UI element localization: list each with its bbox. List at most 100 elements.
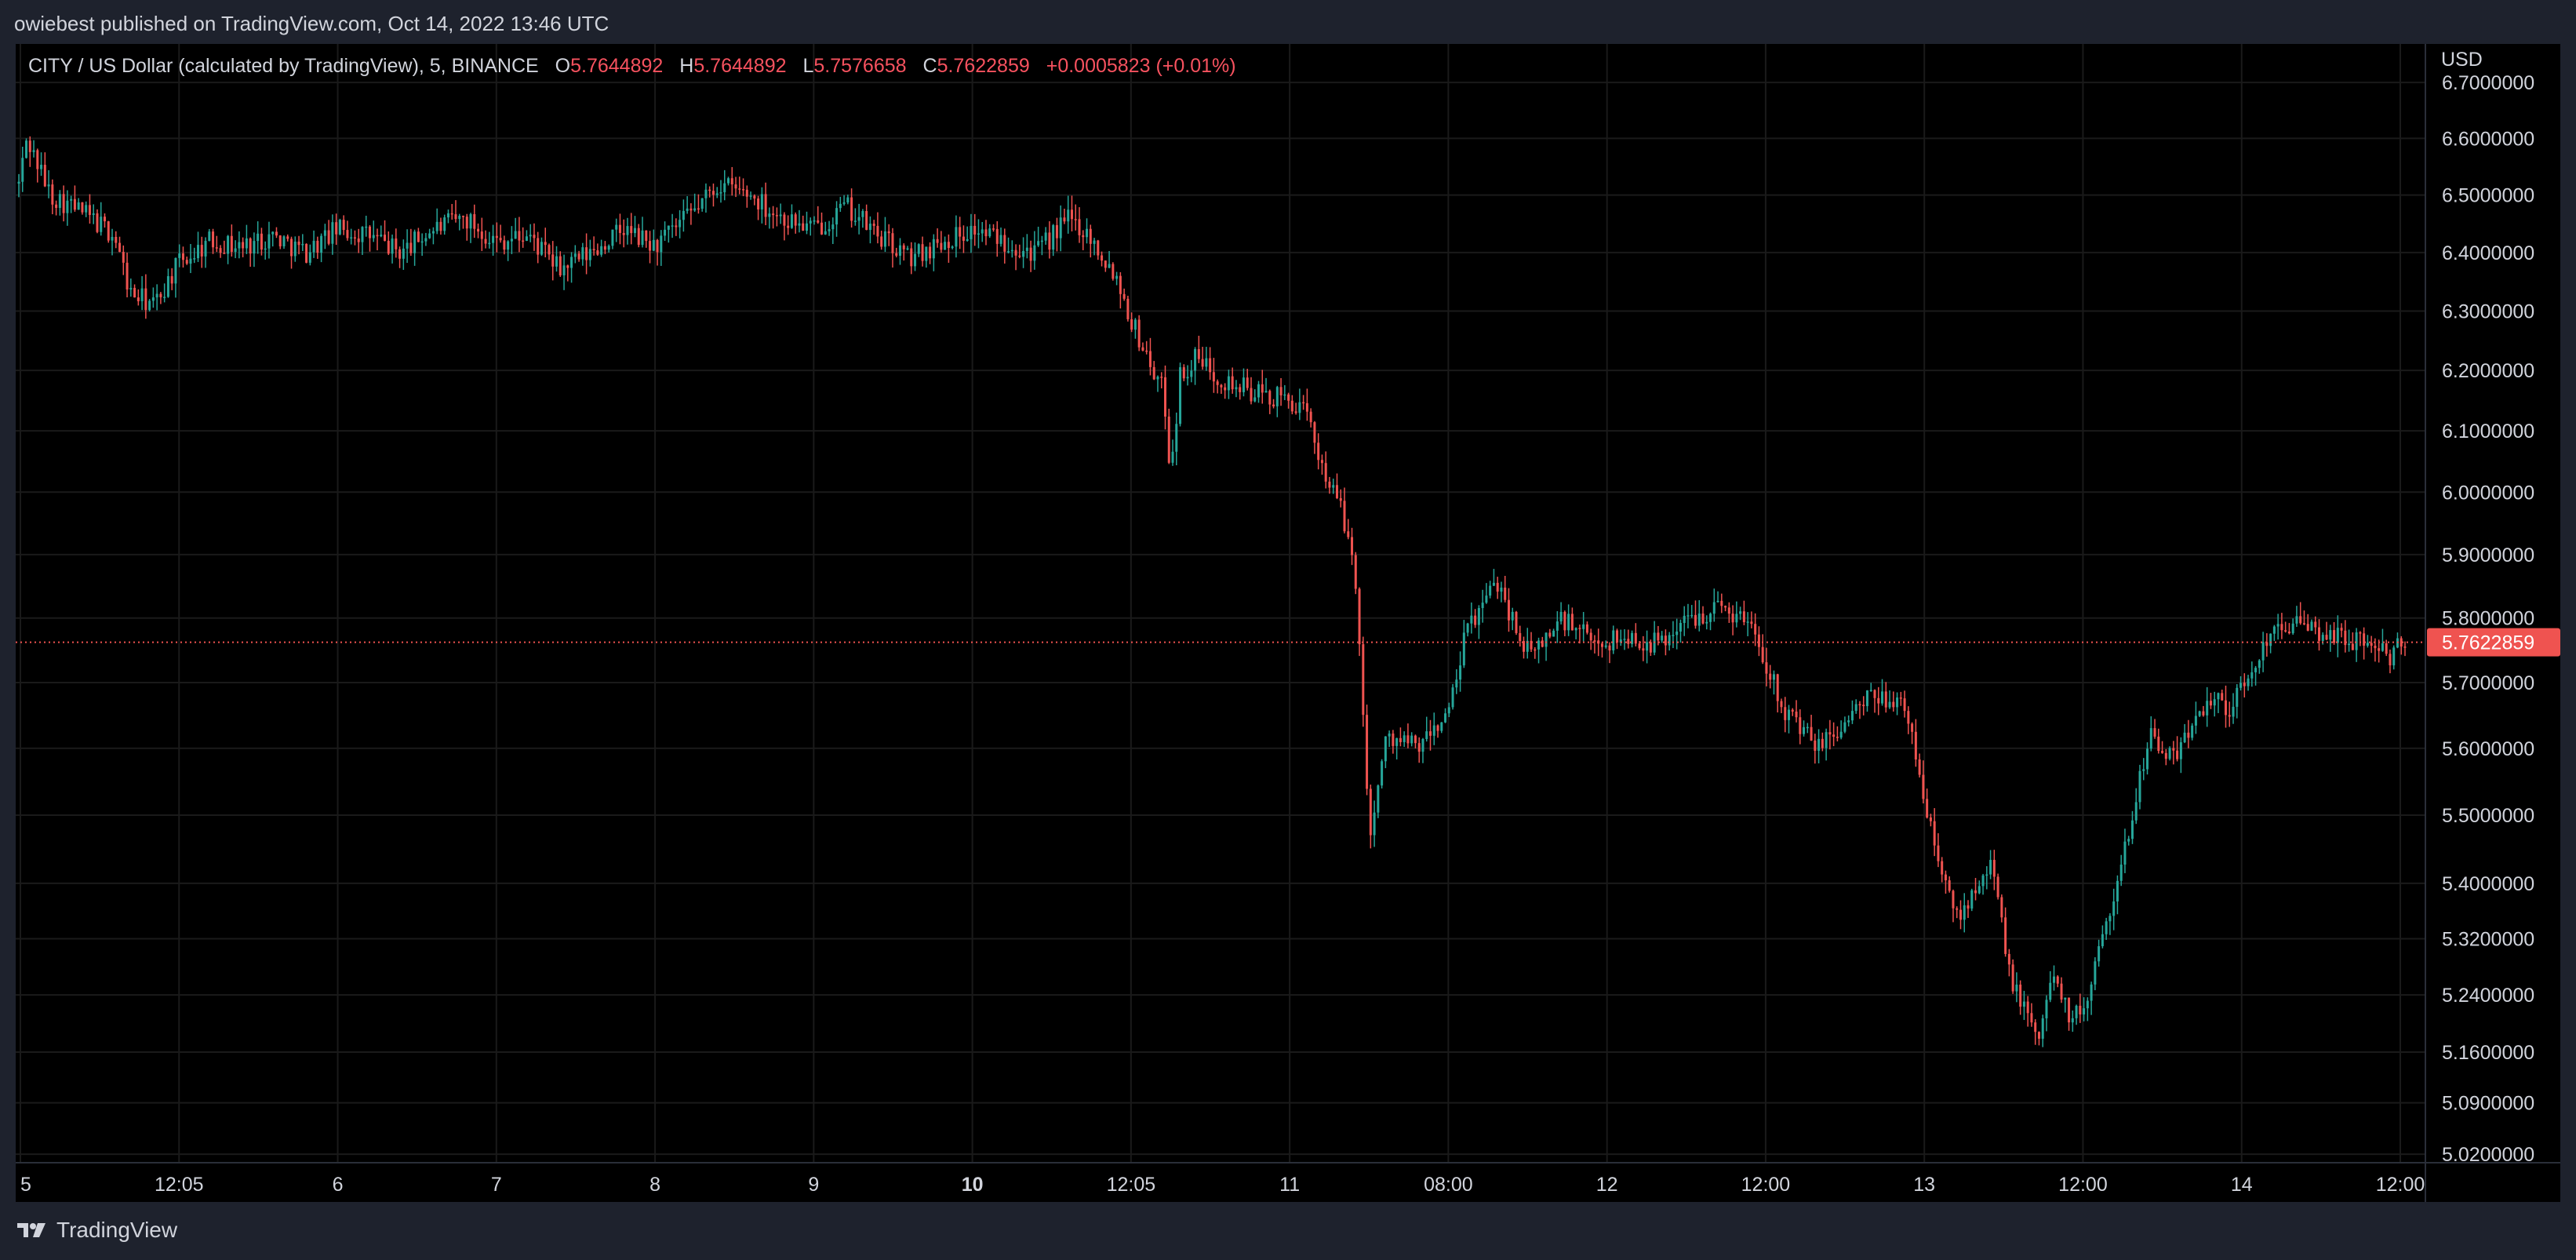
candle-body [1317, 442, 1320, 461]
candle-body [1089, 228, 1092, 244]
candle-body [2086, 1000, 2089, 1009]
candle-body [1115, 275, 1119, 279]
candle-body [2108, 916, 2112, 922]
candle-body [1720, 600, 1723, 606]
candle-body [1007, 251, 1010, 253]
candle-body [1272, 404, 1275, 406]
candle-body [1194, 349, 1197, 371]
candle-body [1694, 614, 1697, 626]
candle-body [992, 228, 995, 230]
candle-body [697, 208, 700, 210]
candle-body [66, 200, 69, 213]
candle-body [2053, 976, 2056, 983]
candle-body [1406, 735, 1410, 744]
price-tick-label: 6.2000000 [2442, 360, 2534, 382]
candle-body [622, 232, 625, 235]
candle-body [988, 228, 991, 237]
price-axis: 6.7000000 6.6000000 6.5000000 6.4000000 6.30… [2442, 72, 2534, 1166]
candle-body [581, 247, 584, 260]
candle-body [2179, 742, 2182, 759]
candle-body [503, 240, 506, 250]
brand[interactable]: TradingView [16, 1218, 177, 1243]
candle-body [435, 221, 438, 231]
candle-body [1742, 611, 1745, 623]
candle-body [2370, 643, 2373, 646]
candle-body [499, 238, 502, 241]
candle-body [2363, 633, 2366, 646]
candle-body [872, 224, 875, 226]
candle-body [338, 220, 341, 235]
candle-body [1447, 707, 1450, 714]
candle-body [667, 225, 670, 230]
candle-body [1305, 402, 1308, 412]
candle-body [2094, 961, 2097, 985]
candle-body [1507, 599, 1510, 621]
candle-body [1010, 249, 1013, 252]
candle-body [129, 287, 133, 290]
candle-body [671, 225, 674, 227]
candle-body [477, 228, 480, 232]
candle-body [297, 241, 300, 246]
candle-body [1918, 759, 1921, 775]
candle-body [1803, 727, 1806, 734]
price-tick-label: 5.1600000 [2442, 1042, 2534, 1064]
candle-body [2112, 901, 2116, 916]
candle-body [1122, 293, 1126, 299]
candle-body [772, 213, 775, 216]
time-tick-label: 11 [1279, 1174, 1300, 1196]
candle-body [1209, 358, 1212, 373]
candle-body [1152, 366, 1155, 380]
candle-body [1403, 735, 1406, 742]
candle-body [895, 253, 898, 256]
candle-body [1119, 275, 1122, 294]
candle-body [2015, 984, 2018, 992]
candle-body [2168, 748, 2171, 759]
candle-body [544, 242, 547, 246]
chart-panel[interactable]: 6.7000000 6.6000000 6.5000000 6.4000000 6.30… [16, 44, 2560, 1202]
candle-body [1093, 240, 1096, 244]
candle-body [1309, 411, 1312, 423]
candle-body [936, 239, 939, 243]
candle-body [1952, 890, 1955, 909]
candle-body [1888, 701, 1891, 708]
candle-body [1261, 384, 1264, 393]
candle-body [1369, 788, 1372, 836]
candle-body [1145, 350, 1148, 352]
candle-body [1197, 349, 1200, 359]
candle-body [2254, 668, 2258, 672]
candle-body [327, 230, 330, 244]
candle-body [959, 227, 962, 237]
candle-body [1126, 298, 1130, 319]
candle-body [73, 198, 76, 210]
candle-body [1959, 909, 1962, 920]
candle-body [1657, 632, 1660, 641]
candle-body [2340, 628, 2343, 631]
candle-body [361, 227, 364, 242]
candle-body [2359, 632, 2362, 634]
candle-body [1253, 397, 1257, 402]
candle-body [1806, 727, 1809, 729]
candle-body [1970, 890, 1974, 909]
price-chart[interactable]: 6.7000000 6.6000000 6.5000000 6.4000000 6.30… [16, 44, 2560, 1202]
candle-body [1384, 736, 1387, 762]
candle-body [1881, 691, 1884, 704]
candle-body [2381, 643, 2384, 651]
time-tick-label: 08:00 [1424, 1174, 1473, 1196]
candle-body [730, 178, 733, 185]
candle-body [316, 240, 319, 253]
candle-body [704, 189, 708, 198]
time-tick-label: 7 [491, 1174, 502, 1196]
candle-body [1104, 260, 1107, 268]
candle-body [212, 231, 215, 248]
candle-body [1063, 217, 1066, 222]
candle-body [2022, 1001, 2025, 1007]
candle-body [278, 235, 282, 247]
candle-body [805, 223, 808, 231]
candle-body [839, 203, 842, 209]
candle-body [357, 239, 360, 242]
candle-body [1257, 384, 1261, 398]
last-price-label: 5.7622859 [2427, 628, 2560, 657]
candle-body [1784, 707, 1787, 720]
candle-body [308, 252, 311, 263]
candle-body [372, 235, 375, 239]
